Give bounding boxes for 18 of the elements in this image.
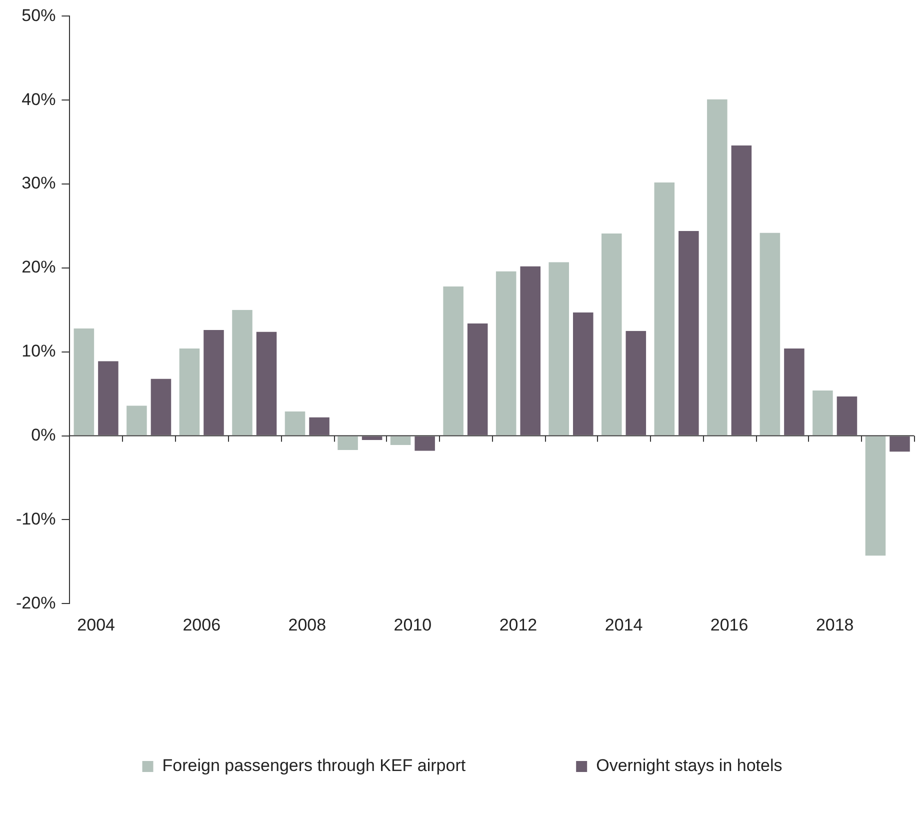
x-tick-label: 2014 — [604, 615, 643, 634]
x-tick-label: 2016 — [710, 615, 748, 634]
x-tick-label: 2006 — [182, 615, 221, 634]
x-tick-label: 2012 — [499, 615, 538, 634]
x-tick-label: 2018 — [816, 615, 854, 634]
y-tick-label: -20% — [16, 593, 56, 612]
y-tick-label: 0% — [31, 425, 56, 444]
legend-label: Overnight stays in hotels — [596, 756, 782, 776]
x-tick-label: 2010 — [394, 615, 432, 634]
y-tick-label: 40% — [22, 90, 56, 109]
y-tick-label: 30% — [22, 174, 56, 193]
y-tick-label: 10% — [22, 342, 56, 361]
legend-label: Foreign passengers through KEF airport — [162, 756, 466, 776]
y-tick-label: 50% — [22, 6, 56, 25]
x-tick-label: 2004 — [77, 615, 115, 634]
y-tick-label: 20% — [22, 258, 56, 277]
y-tick-label: -10% — [16, 509, 56, 528]
x-tick-label: 2008 — [288, 615, 326, 634]
